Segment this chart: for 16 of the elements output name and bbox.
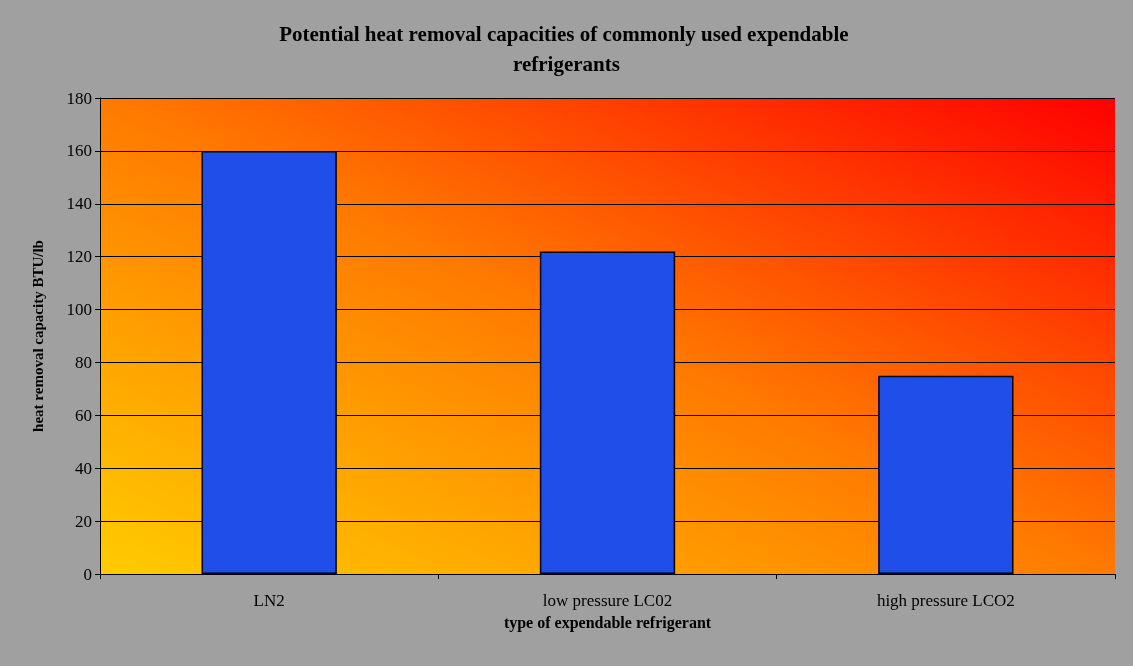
y-axis-title: heat removal capacity BTU/lb xyxy=(29,240,46,432)
x-tick-label: low pressure LC02 xyxy=(542,591,673,610)
chart-title: Potential heat removal capacities of commonly used expendable refrigerants xyxy=(279,22,854,76)
y-tick-label: 0 xyxy=(83,564,92,584)
y-tick-label: 140 xyxy=(66,194,92,214)
y-tick-label: 120 xyxy=(66,247,92,267)
y-tick-label: 60 xyxy=(75,405,92,425)
y-tick-label: 160 xyxy=(66,141,92,161)
y-tick-label: 100 xyxy=(66,300,92,320)
y-tick-label: 80 xyxy=(75,352,92,372)
x-tick-label: high pressure LCO2 xyxy=(876,591,1015,610)
y-tick-label: 40 xyxy=(75,458,92,478)
y-tick-label: 180 xyxy=(66,88,92,108)
x-axis-title: type of expendable refrigerant xyxy=(503,613,712,632)
x-tick-label: LN2 xyxy=(253,591,285,610)
y-tick-label: 20 xyxy=(75,511,92,531)
